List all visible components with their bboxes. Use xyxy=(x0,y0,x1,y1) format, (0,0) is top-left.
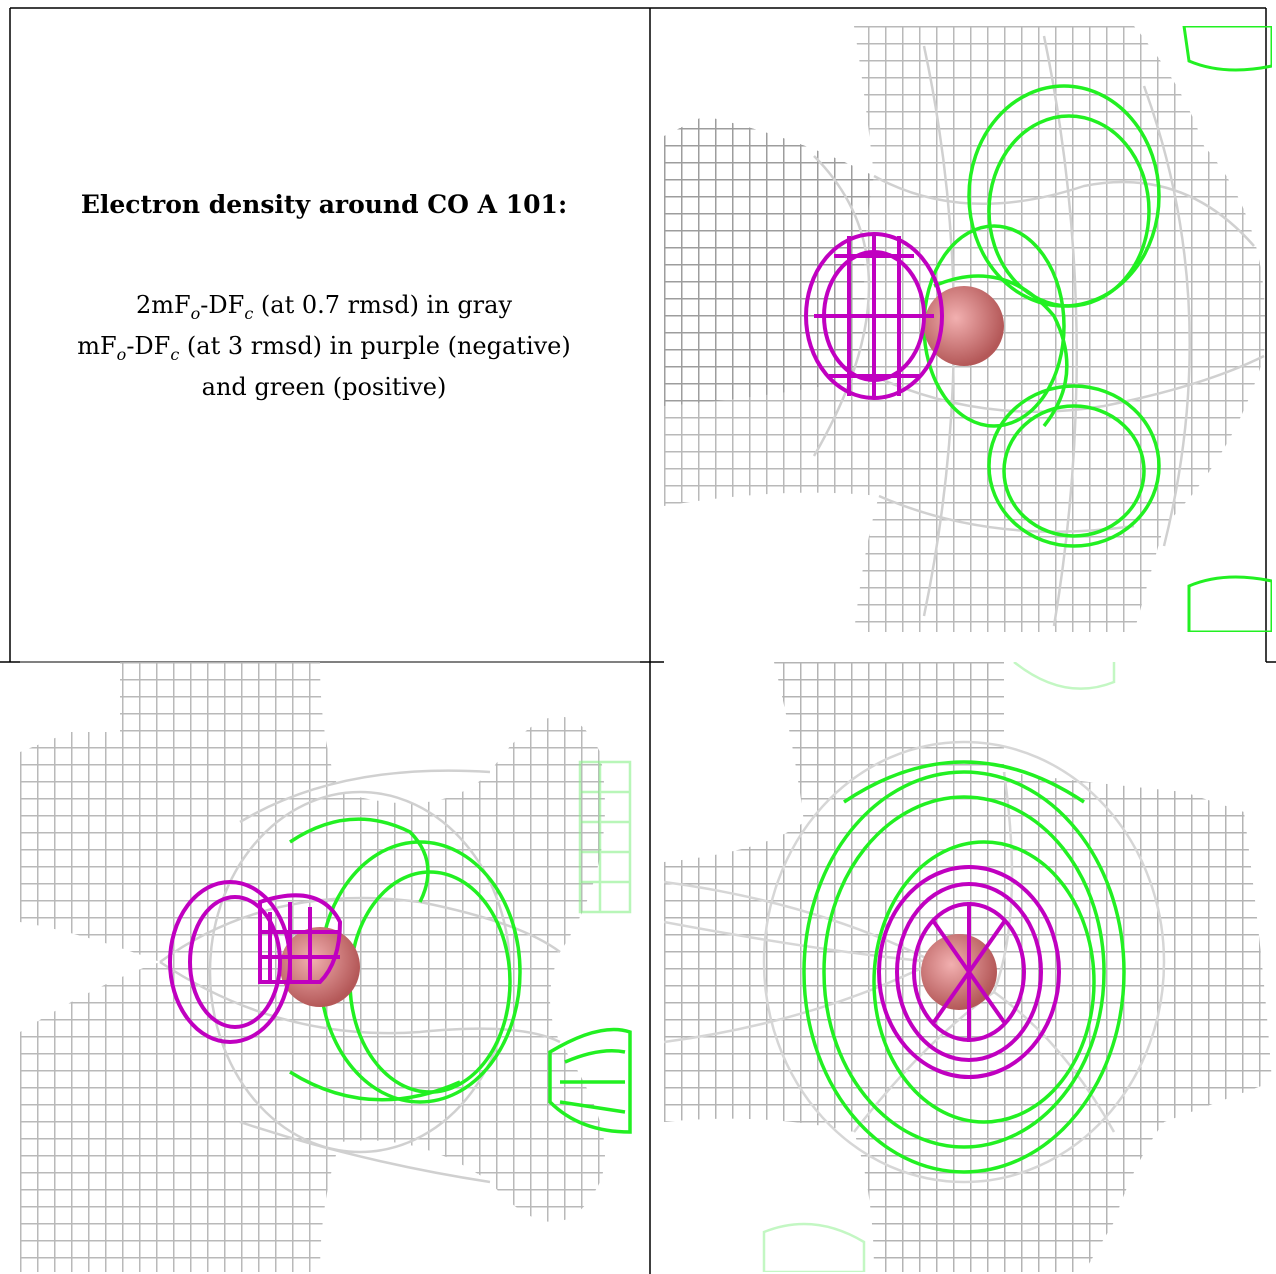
electron-density-mesh-icon xyxy=(664,662,1272,1272)
density-view-2 xyxy=(20,662,640,1272)
electron-density-mesh-icon xyxy=(20,662,632,1272)
caption-line-gray: 2mFo-DFc (at 0.7 rmsd) in gray xyxy=(135,291,513,323)
caption-cell: Electron density around CO A 101: 2mFo-D… xyxy=(18,190,630,403)
caption-title: Electron density around CO A 101: xyxy=(80,190,568,219)
electron-density-mesh-icon xyxy=(664,26,1272,632)
density-view-3 xyxy=(664,662,1272,1272)
caption-line-positive: and green (positive) xyxy=(201,372,447,401)
caption-line-difference: mFo-DFc (at 3 rmsd) in purple (negative) xyxy=(77,331,571,364)
density-view-1 xyxy=(664,26,1272,632)
